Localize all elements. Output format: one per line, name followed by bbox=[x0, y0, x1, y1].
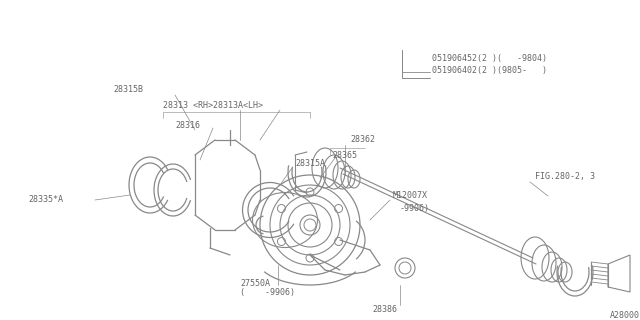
Text: 28335*A: 28335*A bbox=[28, 196, 63, 204]
Text: 28315A: 28315A bbox=[295, 158, 325, 167]
Text: 28365: 28365 bbox=[332, 150, 357, 159]
Text: 28315B: 28315B bbox=[113, 85, 143, 94]
Text: M12007X: M12007X bbox=[393, 191, 428, 201]
Text: 051906452(2 )(   -9804): 051906452(2 )( -9804) bbox=[432, 53, 547, 62]
Text: FIG.280-2, 3: FIG.280-2, 3 bbox=[535, 172, 595, 181]
Text: 27550A: 27550A bbox=[240, 278, 270, 287]
Text: 051906402(2 )(9805-   ): 051906402(2 )(9805- ) bbox=[432, 66, 547, 75]
Text: 28386: 28386 bbox=[372, 306, 397, 315]
Text: -9906): -9906) bbox=[400, 204, 430, 212]
Text: (    -9906): ( -9906) bbox=[240, 289, 295, 298]
Text: A280001144: A280001144 bbox=[610, 310, 640, 319]
Text: 28313 <RH>28313A<LH>: 28313 <RH>28313A<LH> bbox=[163, 100, 263, 109]
Text: 28362: 28362 bbox=[350, 135, 375, 145]
Text: 28316: 28316 bbox=[175, 121, 200, 130]
